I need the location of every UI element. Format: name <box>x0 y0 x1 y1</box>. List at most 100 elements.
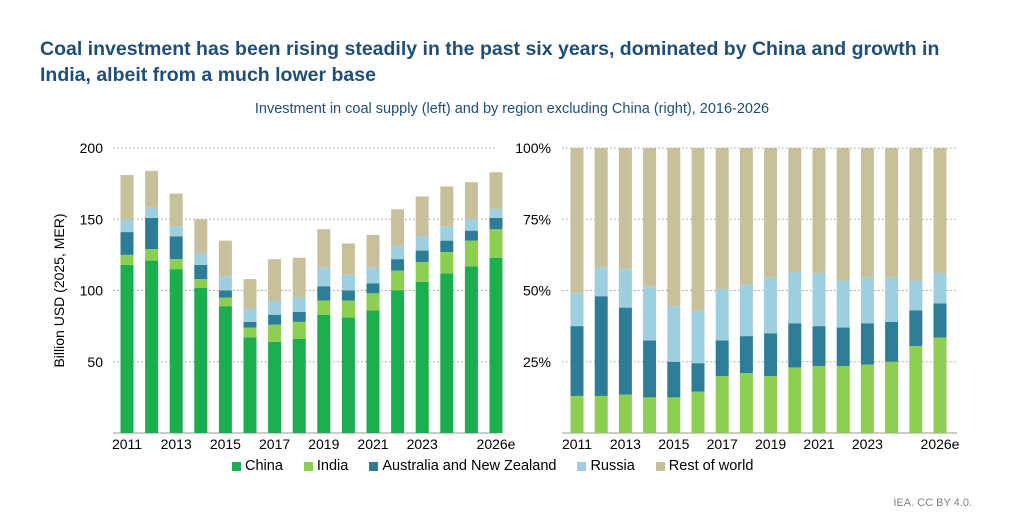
bar-india-2025 <box>464 240 478 267</box>
bar-china-2014 <box>194 287 208 433</box>
bar-australia-and-new-zealand-2019 <box>764 333 778 376</box>
x-tick-label: 2011 <box>112 436 142 452</box>
bar-china-2013 <box>169 269 183 433</box>
bar-rest-of-world-2018 <box>292 257 306 298</box>
bar-rest-of-world-2024 <box>885 148 899 278</box>
bar-india-2021 <box>366 293 380 311</box>
bar-rest-of-world-2016 <box>243 279 257 310</box>
bar-russia-2019 <box>317 267 331 287</box>
bar-australia-and-new-zealand-2017 <box>268 314 282 325</box>
y-tick-label: 75% <box>523 211 551 227</box>
bar-rest-of-world-2017 <box>715 148 729 290</box>
bar-australia-and-new-zealand-2011 <box>120 232 134 255</box>
chart-legend: China India Australia and New Zealand Ru… <box>232 458 774 474</box>
y-tick-label: 100 <box>80 283 104 299</box>
x-tick-label: 2015 <box>658 436 689 452</box>
bar-india-2017 <box>268 324 282 342</box>
bar-china-2019 <box>317 314 331 433</box>
bar-india-2018 <box>292 321 306 339</box>
bar-rest-of-world-2019 <box>764 148 778 278</box>
bar-china-2016 <box>243 337 257 433</box>
x-tick-label: 2021 <box>357 436 388 452</box>
bar-india-2014 <box>194 279 208 288</box>
bar-rest-of-world-2021 <box>812 148 826 274</box>
bar-australia-and-new-zealand-2018 <box>292 311 306 322</box>
bar-russia-2023 <box>860 277 874 324</box>
bar-russia-2012 <box>145 207 159 218</box>
bar-australia-and-new-zealand-2025 <box>464 230 478 241</box>
x-tick-label: 2017 <box>259 436 290 452</box>
bar-russia-2021 <box>812 273 826 327</box>
bar-australia-and-new-zealand-2020 <box>788 323 802 368</box>
bar-australia-and-new-zealand-2021 <box>366 283 380 294</box>
bar-rest-of-world-2014 <box>643 148 657 287</box>
bar-rest-of-world-2023 <box>415 196 429 237</box>
bar-india-2016 <box>691 391 705 433</box>
bar-australia-and-new-zealand-2026e <box>489 217 503 230</box>
bar-rest-of-world-2023 <box>860 148 874 278</box>
bar-australia-and-new-zealand-2013 <box>618 307 632 395</box>
bar-russia-2022 <box>391 246 405 260</box>
bar-china-2018 <box>292 338 306 433</box>
bar-australia-and-new-zealand-2017 <box>715 340 729 376</box>
bar-russia-2026e <box>489 209 503 218</box>
bar-russia-2016 <box>691 310 705 364</box>
bar-india-2020 <box>788 367 802 433</box>
bar-rest-of-world-2012 <box>145 170 159 208</box>
bar-russia-2013 <box>618 269 632 308</box>
bar-china-2024 <box>440 273 454 433</box>
x-tick-label: 2013 <box>161 436 192 452</box>
x-tick-label: 2019 <box>755 436 786 452</box>
bar-australia-and-new-zealand-2016 <box>691 363 705 392</box>
bar-india-2013 <box>618 394 632 433</box>
bar-russia-2026e <box>933 273 947 304</box>
legend-item-india: India <box>303 458 349 474</box>
bar-china-2017 <box>268 341 282 433</box>
y-tick-label: 25% <box>523 354 551 370</box>
legend-label-india: India <box>316 458 349 474</box>
bar-australia-and-new-zealand-2016 <box>243 321 257 328</box>
y-tick-label: 100% <box>515 140 551 156</box>
bar-china-2022 <box>391 290 405 433</box>
bar-india-2025 <box>909 346 923 433</box>
bar-india-2015 <box>667 397 681 433</box>
bar-australia-and-new-zealand-2024 <box>885 321 899 362</box>
y-axis-title: Billion USD (2025, MER) <box>51 213 67 367</box>
bar-russia-2020 <box>341 274 355 291</box>
bar-russia-2023 <box>415 236 429 251</box>
bar-russia-2014 <box>643 286 657 341</box>
bar-russia-2025 <box>464 219 478 231</box>
bar-russia-2018 <box>739 284 753 337</box>
bar-china-2020 <box>341 317 355 433</box>
bar-rest-of-world-2020 <box>788 148 802 272</box>
bar-russia-2016 <box>243 309 257 322</box>
bar-rest-of-world-2018 <box>739 148 753 285</box>
bar-russia-2022 <box>836 280 850 328</box>
bar-india-2017 <box>715 376 729 433</box>
legend-label-australia-nz: Australia and New Zealand <box>382 458 557 474</box>
x-tick-label: 2011 <box>562 436 592 452</box>
bar-rest-of-world-2025 <box>464 182 478 220</box>
bar-australia-and-new-zealand-2015 <box>667 361 681 398</box>
bar-australia-and-new-zealand-2018 <box>739 336 753 374</box>
x-tick-label: 2019 <box>308 436 339 452</box>
bar-rest-of-world-2013 <box>618 148 632 270</box>
bar-russia-2015 <box>218 276 232 291</box>
bar-australia-and-new-zealand-2012 <box>145 217 159 250</box>
bar-russia-2018 <box>292 297 306 312</box>
bar-rest-of-world-2012 <box>594 148 608 268</box>
bar-russia-2017 <box>715 289 729 341</box>
bar-russia-2024 <box>885 277 899 322</box>
legend-swatch-australia-nz <box>369 461 379 471</box>
bar-australia-and-new-zealand-2015 <box>218 290 232 298</box>
chart-headline: Coal investment has been rising steadily… <box>40 38 940 86</box>
bar-russia-2011 <box>570 293 584 327</box>
bar-rest-of-world-2022 <box>391 209 405 247</box>
bar-china-2025 <box>464 266 478 433</box>
legend-swatch-china <box>232 461 241 471</box>
bar-rest-of-world-2019 <box>317 229 331 268</box>
bar-australia-and-new-zealand-2020 <box>341 290 355 301</box>
bar-china-2021 <box>366 310 380 433</box>
bar-russia-2021 <box>366 267 380 284</box>
